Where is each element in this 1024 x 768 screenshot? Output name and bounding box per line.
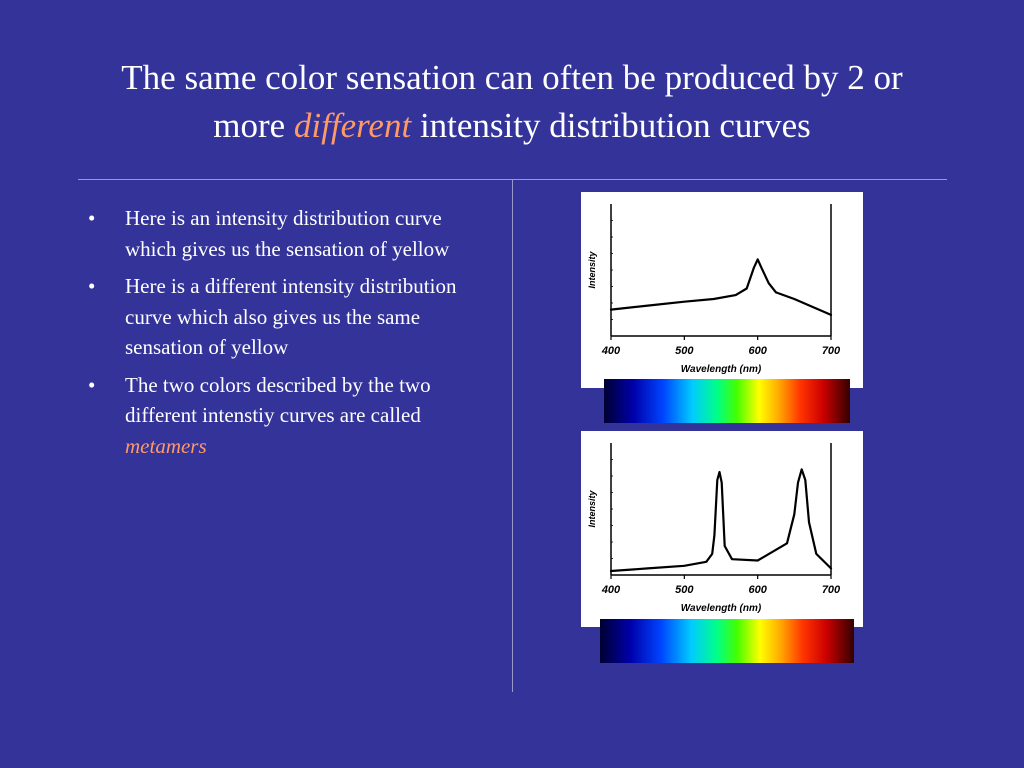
bullet-dot: • [88, 206, 96, 230]
y-axis-label: Intensity [587, 490, 597, 528]
vertical-divider [512, 180, 513, 692]
bullet-item: • The two colors described by the two di… [88, 370, 493, 462]
bullet-list: • Here is an intensity distribution curv… [88, 203, 493, 468]
intensity-chart-2: 400 500 600 700 Wavelength (nm) Intensity [587, 443, 841, 614]
x-tick-label: 600 [748, 345, 767, 357]
intensity-chart-1: 400 500 600 700 Wavelength (nm) Intensity [587, 204, 841, 375]
intensity-curve [609, 468, 833, 573]
bullet-text: Here is an intensity distribution curve … [125, 206, 450, 261]
intensity-curve [609, 258, 833, 317]
title-line-2-post: intensity distribution curves [411, 106, 811, 145]
title-line-1: The same color sensation can often be pr… [121, 58, 903, 97]
slide-title: The same color sensation can often be pr… [40, 54, 984, 150]
x-tick-label: 400 [601, 345, 621, 357]
bullet-dot: • [88, 274, 96, 298]
bullet-emphasis-metamers: metamers [125, 433, 207, 458]
y-axis-label: Intensity [587, 251, 597, 289]
x-tick-label: 700 [822, 584, 841, 596]
bullet-text: Here is a different intensity distributi… [125, 274, 457, 359]
x-tick-label: 500 [675, 345, 694, 357]
title-emphasis: different [293, 106, 412, 145]
x-tick-label: 700 [822, 345, 841, 357]
title-line-2-pre: more [213, 106, 294, 145]
spectrum-bar-1 [604, 379, 850, 423]
x-axis-label: Wavelength (nm) [681, 364, 762, 375]
bullet-item: • Here is an intensity distribution curv… [88, 203, 493, 264]
horizontal-divider [78, 179, 947, 180]
x-tick-label: 500 [675, 584, 694, 596]
x-tick-label: 400 [601, 584, 621, 596]
x-axis-label: Wavelength (nm) [681, 603, 762, 614]
chart-panel-yellow-2: 400 500 600 700 Wavelength (nm) Intensity [581, 431, 863, 627]
x-tick-label: 600 [748, 584, 767, 596]
spectrum-bar-2 [600, 619, 854, 663]
bullet-dot: • [88, 372, 96, 397]
chart-panel-yellow-1: 400 500 600 700 Wavelength (nm) Intensity [581, 192, 863, 388]
bullet-text: The two colors described by the two diff… [125, 372, 431, 428]
bullet-item: • Here is a different intensity distribu… [88, 271, 493, 363]
